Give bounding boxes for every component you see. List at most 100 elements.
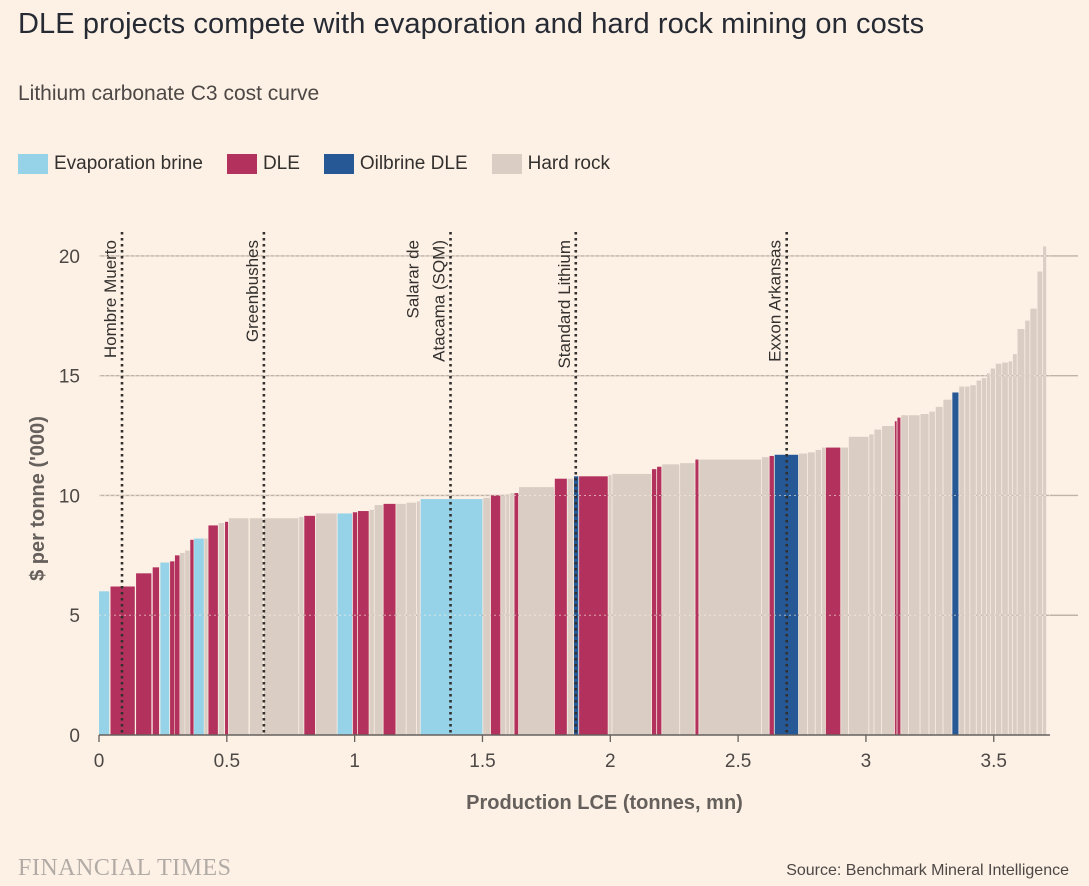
bar-hard-rock	[815, 449, 822, 735]
bar-hard-rock	[761, 457, 769, 735]
bar-dle	[190, 539, 194, 735]
annotation-label-line: Atacama (SQM)	[430, 240, 449, 362]
bar-hard-rock	[612, 473, 652, 735]
bar-evaporation-brine	[194, 538, 204, 735]
bar-hard-rock	[874, 429, 882, 735]
bar-dle	[352, 512, 358, 735]
bar-hard-rock	[567, 478, 574, 735]
bar-dle	[514, 493, 519, 735]
annotation-label: Hombre Muerto	[101, 240, 120, 358]
bar-hard-rock	[995, 363, 1002, 735]
bar-hard-rock	[406, 502, 416, 735]
bar-dle	[357, 511, 369, 735]
bar-hard-rock	[1025, 320, 1030, 735]
legend-item-hard-rock: Hard rock	[491, 153, 610, 175]
annotation-label: Salarar de Atacama (SQM)	[404, 240, 449, 362]
bar-hard-rock	[204, 538, 208, 735]
bar-hard-rock	[1008, 361, 1013, 735]
annotation-label-line: Hombre Muerto	[101, 240, 120, 358]
bar-hard-rock	[662, 464, 680, 735]
bar-oilbrine-dle	[774, 454, 799, 735]
bar-evaporation-brine	[160, 562, 170, 735]
x-axis-label: Production LCE (tonnes, mn)	[466, 792, 743, 814]
bar-dle	[695, 459, 699, 735]
bar-hard-rock	[249, 518, 263, 735]
annotation-label-line: Exxon Arkansas	[766, 240, 785, 362]
bar-dle	[225, 521, 229, 735]
financial-times-logo: FINANCIAL TIMES	[18, 855, 232, 881]
bar-hard-rock	[929, 411, 935, 735]
bar-dle	[651, 469, 657, 735]
y-tick-label: 0	[69, 726, 80, 747]
bar-hard-rock	[483, 497, 491, 735]
legend-item-dle: DLE	[226, 153, 300, 175]
bar-hard-rock	[680, 463, 695, 735]
legend-swatch	[323, 154, 354, 174]
bar-hard-rock	[1002, 362, 1008, 735]
bar-dle	[208, 525, 218, 735]
bar-hard-rock	[218, 523, 225, 735]
x-tick-label: 2	[605, 751, 616, 772]
legend-swatch	[491, 154, 522, 174]
bar-hard-rock	[1043, 246, 1047, 735]
bar-dle	[304, 515, 316, 735]
bar-dle	[152, 567, 160, 735]
bar-hard-rock	[180, 552, 185, 735]
bar-hard-rock	[821, 447, 826, 735]
bar-dle	[657, 466, 662, 735]
bar-hard-rock	[501, 495, 506, 735]
annotation-label-line: Greenbushes	[243, 240, 262, 342]
bar-evaporation-brine	[337, 513, 353, 735]
bar-hard-rock	[981, 378, 987, 735]
bar-hard-rock	[848, 436, 869, 735]
chart-subtitle: Lithium carbonate C3 cost curve	[18, 82, 320, 105]
y-tick-label: 5	[69, 606, 80, 627]
bar-hard-rock	[263, 518, 299, 735]
bar-hard-rock	[882, 426, 895, 735]
x-tick-label: 1	[349, 751, 360, 772]
bar-dle	[579, 476, 608, 735]
bar-hard-rock	[416, 501, 420, 735]
bar-dle	[769, 455, 774, 735]
bar-hard-rock	[506, 494, 510, 735]
bar-hard-rock	[228, 518, 249, 735]
bar-hard-rock	[901, 415, 909, 735]
bar-hard-rock	[959, 386, 965, 735]
bar-hard-rock	[374, 505, 383, 735]
legend-item-evaporation-brine: Evaporation brine	[18, 153, 203, 175]
chart-title: DLE projects compete with evaporation an…	[18, 8, 925, 40]
bar-hard-rock	[798, 453, 808, 735]
bar-hard-rock	[807, 452, 815, 735]
x-tick-label: 1.5	[469, 751, 495, 772]
bar-hard-rock	[841, 447, 849, 735]
bar-hard-rock	[699, 459, 762, 735]
annotation-label-line: Salarar de	[404, 240, 423, 318]
legend-swatch	[226, 154, 257, 174]
bar-hard-rock	[970, 385, 976, 735]
bar-hard-rock	[1037, 271, 1043, 735]
bar-hard-rock	[1030, 308, 1037, 735]
bar-hard-rock	[920, 414, 929, 735]
legend-label: Oilbrine DLE	[359, 153, 468, 174]
bar-dle	[825, 447, 841, 735]
bar-hard-rock	[1017, 329, 1025, 735]
annotation-label: Greenbushes	[243, 240, 262, 342]
bar-evaporation-brine	[99, 591, 110, 735]
annotation-label: Exxon Arkansas	[766, 240, 785, 362]
bar-hard-rock	[986, 373, 990, 735]
legend-label: DLE	[262, 153, 300, 174]
bar-hard-rock	[935, 406, 943, 735]
y-tick-label: 20	[59, 247, 80, 268]
bar-dle	[383, 503, 396, 735]
annotation-label-line: Standard Lithium	[555, 240, 574, 369]
bar-hard-rock	[608, 475, 612, 735]
bar-hard-rock	[396, 503, 406, 735]
bar-dle	[894, 421, 897, 735]
bar-oilbrine-dle	[952, 392, 959, 735]
source-note: Source: Benchmark Mineral Intelligence	[786, 862, 1069, 879]
y-axis-label: $ per tonne ('000)	[27, 416, 49, 581]
bar-hard-rock	[943, 399, 952, 735]
bar-hard-rock	[976, 380, 981, 735]
y-tick-label: 10	[59, 486, 80, 507]
